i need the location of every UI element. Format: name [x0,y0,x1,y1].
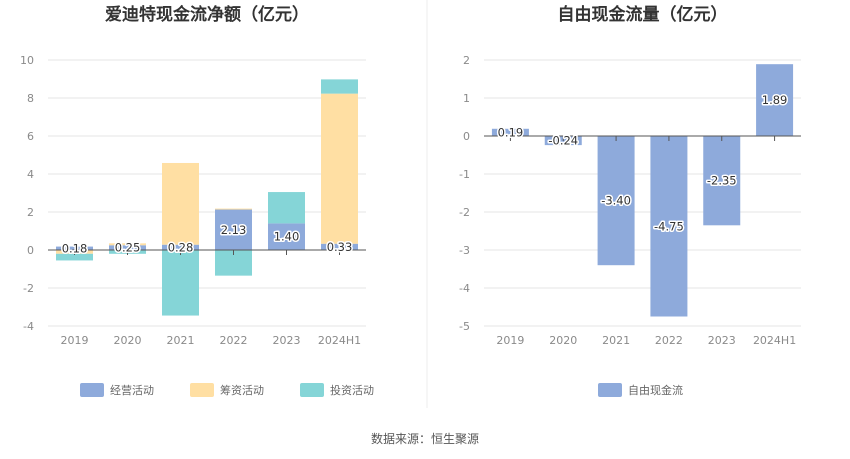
legend-swatch [80,383,104,397]
x-tick-label: 2023 [273,334,301,347]
data-source: 数据来源：恒生聚源 [371,431,479,446]
x-tick-label: 2022 [220,334,248,347]
y-tick-label: 1 [463,92,470,105]
bar-经营活动-2024H1 [321,243,358,250]
bar-自由现金流-2021 [597,136,635,266]
bar-投资活动-2024H1 [321,79,358,94]
legend-label: 投资活动 [330,383,374,397]
data-label: 1.40 [274,230,300,244]
y-tick-label: 4 [27,168,34,181]
bar-投资活动-2021 [162,250,199,316]
bar-经营活动-2023 [268,223,305,250]
bar-筹资活动-2024H1 [321,93,358,244]
x-tick-label: 2024H1 [753,334,796,347]
x-tick-label: 2022 [655,334,683,347]
y-tick-label: 2 [463,54,470,67]
bar-经营活动-2022 [215,209,252,250]
y-tick-label: 8 [27,92,34,105]
bar-筹资活动-2020 [109,243,146,246]
legend-swatch [598,383,622,397]
chart-title: 自由现金流量（亿元） [558,4,728,25]
y-tick-label: 6 [27,130,34,143]
bar-自由现金流-2019 [491,128,529,136]
data-label: 0.25 [115,241,141,255]
cash-flow-net-chart: 爱迪特现金流净额（亿元） -4 -2 0 2 4 6 8 10 2019 2020 2021 2022 2… [20,4,374,397]
x-tick-label: 2020 [549,334,577,347]
legend-swatch [300,383,324,397]
legend-label: 经营活动 [110,383,154,397]
bar-经营活动-2019 [56,246,93,250]
y-tick-label: -4 [23,320,34,333]
y-tick-label: -2 [459,206,470,219]
y-tick-label: 2 [27,206,34,219]
free-cash-flow-chart: 自由现金流量（亿元） -5 -4 -3 -2 -1 0 1 2 2019 2020 2021 2022 2… [459,4,801,397]
y-tick-label: -1 [459,168,470,181]
legend-label: 自由现金流 [628,383,683,397]
data-label: 0.33 [327,240,353,254]
data-label: 0.18 [62,241,88,255]
y-tick-label: 10 [20,54,34,67]
data-label: 2.13 [221,223,247,237]
y-tick-label: -3 [459,244,470,257]
bar-投资活动-2023 [268,192,305,224]
data-label: -2.35 [707,174,737,188]
bar-经营活动-2020 [109,245,146,250]
bar-自由现金流-2024H1 [756,64,794,136]
data-label: -3.40 [601,194,631,208]
x-tick-label: 2019 [496,334,524,347]
bar-投资活动-2019 [56,253,93,261]
data-label: 0.19 [498,125,524,139]
chart-title: 爱迪特现金流净额（亿元） [105,4,309,25]
y-tick-label: -5 [459,320,470,333]
y-tick-label: 0 [27,244,34,257]
x-tick-label: 2024H1 [318,334,361,347]
legend-label: 筹资活动 [220,383,264,397]
data-label: 0.28 [168,240,194,254]
bar-筹资活动-2022 [215,208,252,210]
y-tick-label: 0 [463,130,470,143]
bar-自由现金流-2023 [703,136,741,226]
y-tick-label: -2 [23,282,34,295]
x-tick-label: 2021 [167,334,195,347]
bar-筹资活动-2021 [162,162,199,245]
legend-swatch [190,383,214,397]
x-tick-label: 2023 [708,334,736,347]
data-label: -4.75 [654,219,684,233]
data-label: 1.89 [762,93,788,107]
bar-经营活动-2021 [162,244,199,250]
x-tick-label: 2019 [61,334,89,347]
y-tick-label: -4 [459,282,470,295]
x-tick-label: 2021 [602,334,630,347]
bar-自由现金流-2022 [650,136,688,317]
x-tick-label: 2020 [114,334,142,347]
data-label: -0.24 [548,134,578,148]
